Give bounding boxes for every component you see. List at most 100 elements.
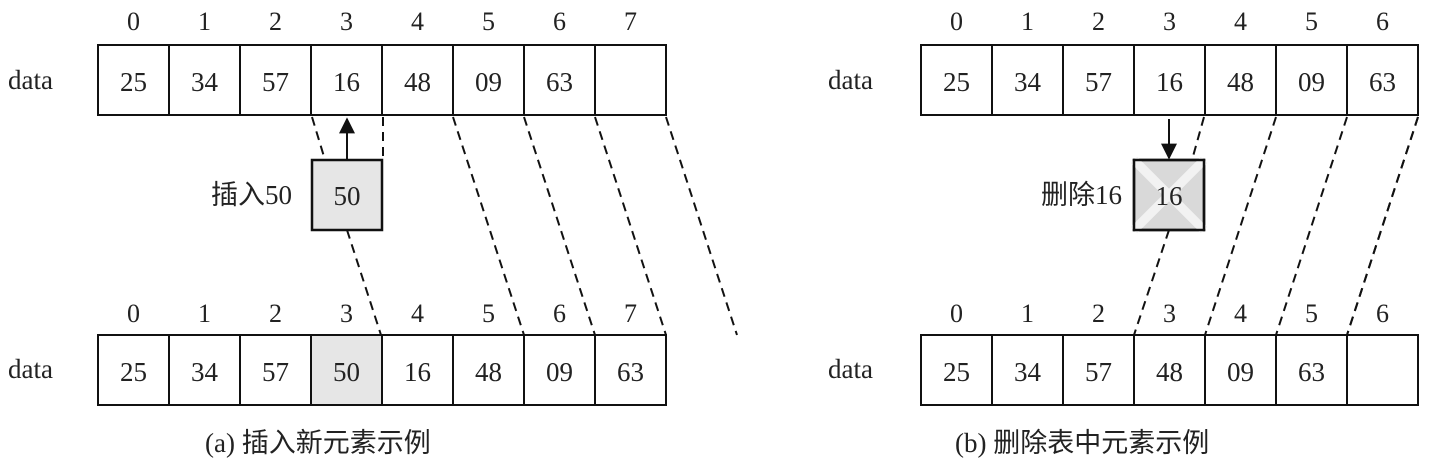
b-top-index-6: 6 bbox=[1376, 7, 1389, 36]
a-top-index-2: 2 bbox=[269, 7, 282, 36]
insert-element-value: 50 bbox=[334, 181, 361, 211]
b-shift-line-2 bbox=[1204, 116, 1277, 336]
b-top-value-2: 57 bbox=[1085, 67, 1112, 97]
b-bot-index-6: 6 bbox=[1376, 299, 1389, 328]
a-shift-line-4 bbox=[594, 116, 667, 336]
b-top-index-5: 5 bbox=[1305, 7, 1318, 36]
b-top-value-0: 25 bbox=[943, 67, 970, 97]
delete-element-value: 16 bbox=[1156, 181, 1183, 211]
a-bot-value-7: 63 bbox=[617, 357, 644, 387]
b-bot-index-0: 0 bbox=[950, 299, 963, 328]
b-shift-line-0 bbox=[1191, 116, 1205, 161]
b-bot-cell-5 bbox=[1275, 334, 1348, 406]
b-bot-value-4: 09 bbox=[1227, 357, 1254, 387]
b-top-value-4: 48 bbox=[1227, 67, 1254, 97]
b-bot-index-4: 4 bbox=[1234, 299, 1247, 328]
a-top-index-7: 7 bbox=[624, 7, 637, 36]
b-bot-index-5: 5 bbox=[1305, 299, 1318, 328]
b-bot-value-1: 34 bbox=[1014, 357, 1042, 387]
a-top-index-5: 5 bbox=[482, 7, 495, 36]
b-top-index-4: 4 bbox=[1234, 7, 1247, 36]
a-bot-value-6: 09 bbox=[546, 357, 573, 387]
a-bot-value-1: 34 bbox=[191, 357, 219, 387]
a-bot-value-2: 57 bbox=[262, 357, 289, 387]
panel-a-bottom-array: 0 1 2 3 4 5 6 725 34 57 50 16 48 09 63 bbox=[97, 299, 667, 406]
b-top-value-6: 63 bbox=[1369, 67, 1396, 97]
b-bot-index-2: 2 bbox=[1092, 299, 1105, 328]
b-top-value-3: 16 bbox=[1156, 67, 1183, 97]
b-bot-value-3: 48 bbox=[1156, 357, 1183, 387]
panel-b-bottom-array: 0 1 2 3 4 5 625 34 57 48 09 63 bbox=[920, 299, 1419, 406]
b-shift-line-5 bbox=[1346, 116, 1419, 336]
a-bot-cell-4 bbox=[381, 334, 454, 406]
a-shift-line-2 bbox=[452, 116, 525, 336]
b-bot-value-0: 25 bbox=[943, 357, 970, 387]
a-bot-cell-0 bbox=[97, 334, 170, 406]
b-top-cell-3 bbox=[1133, 44, 1206, 116]
delete-label: 删除16 bbox=[1041, 180, 1122, 210]
b-bot-cell-1 bbox=[991, 334, 1064, 406]
panel-a-caption: (a) 插入新元素示例 bbox=[205, 428, 431, 458]
a-top-index-4: 4 bbox=[411, 7, 424, 36]
panel-b-bottom-label: data bbox=[828, 354, 873, 384]
a-bot-index-0: 0 bbox=[127, 299, 140, 328]
a-top-value-3: 16 bbox=[333, 67, 360, 97]
a-top-value-1: 34 bbox=[191, 67, 219, 97]
b-top-cell-2 bbox=[1062, 44, 1135, 116]
b-bot-cell-2 bbox=[1062, 334, 1135, 406]
insert-label: 插入50 bbox=[211, 180, 292, 210]
a-shift-line-5 bbox=[665, 116, 738, 336]
panel-a-top-label: data bbox=[8, 65, 53, 95]
a-top-cell-7 bbox=[594, 44, 667, 116]
b-top-cell-6 bbox=[1346, 44, 1419, 116]
panel-b-caption: (b) 删除表中元素示例 bbox=[955, 428, 1209, 458]
b-shift-line-1 bbox=[1133, 229, 1170, 336]
a-top-index-6: 6 bbox=[553, 7, 566, 36]
a-top-cell-4 bbox=[381, 44, 454, 116]
panel-a-shift-lines bbox=[311, 116, 738, 336]
panel-a-top-array: 0 1 2 3 4 5 6 725 34 57 16 48 09 63 bbox=[97, 7, 667, 116]
b-shift-line-3 bbox=[1275, 116, 1348, 336]
a-top-cell-6 bbox=[523, 44, 596, 116]
a-bot-index-2: 2 bbox=[269, 299, 282, 328]
a-bot-index-5: 5 bbox=[482, 299, 495, 328]
a-bot-index-1: 1 bbox=[198, 299, 211, 328]
panel-a-bottom-label: data bbox=[8, 354, 53, 384]
b-bot-value-5: 63 bbox=[1298, 357, 1325, 387]
b-bot-cell-0 bbox=[920, 334, 993, 406]
a-shift-line-1 bbox=[346, 229, 382, 336]
b-top-index-3: 3 bbox=[1163, 7, 1176, 36]
b-top-index-1: 1 bbox=[1021, 7, 1034, 36]
b-top-index-0: 0 bbox=[950, 7, 963, 36]
a-top-value-2: 57 bbox=[262, 67, 289, 97]
b-top-cell-1 bbox=[991, 44, 1064, 116]
panel-a: data 0 1 2 3 4 5 6 725 34 57 16 48 09 63 插入50 50 data… bbox=[8, 7, 738, 458]
a-bot-cell-6 bbox=[523, 334, 596, 406]
a-top-index-3: 3 bbox=[340, 7, 353, 36]
a-bot-value-3: 50 bbox=[333, 357, 360, 387]
panel-b-top-array: 0 1 2 3 4 5 625 34 57 16 48 09 63 bbox=[920, 7, 1419, 116]
a-top-value-5: 09 bbox=[475, 67, 502, 97]
a-top-value-0: 25 bbox=[120, 67, 147, 97]
b-bot-cell-6 bbox=[1346, 334, 1419, 406]
a-bot-index-4: 4 bbox=[411, 299, 424, 328]
b-bot-index-3: 3 bbox=[1163, 299, 1176, 328]
b-top-value-1: 34 bbox=[1014, 67, 1042, 97]
b-top-value-5: 09 bbox=[1298, 67, 1325, 97]
b-top-cell-5 bbox=[1275, 44, 1348, 116]
a-shift-line-3 bbox=[523, 116, 596, 336]
insert-element-box bbox=[310, 158, 384, 232]
a-bot-cell-2 bbox=[239, 334, 312, 406]
a-shift-line-0 bbox=[311, 116, 326, 161]
a-top-index-1: 1 bbox=[198, 7, 211, 36]
a-top-cell-5 bbox=[452, 44, 525, 116]
delete-cross-mark-2 bbox=[1130, 156, 1208, 234]
a-bot-value-0: 25 bbox=[120, 357, 147, 387]
a-bot-value-4: 16 bbox=[404, 357, 431, 387]
panel-b-top-label: data bbox=[828, 65, 873, 95]
panel-b: data 0 1 2 3 4 5 625 34 57 16 48 09 63 删除16 16 data … bbox=[828, 7, 1419, 458]
b-bot-value-2: 57 bbox=[1085, 357, 1112, 387]
a-top-cell-0 bbox=[97, 44, 170, 116]
b-bot-cell-4 bbox=[1204, 334, 1277, 406]
